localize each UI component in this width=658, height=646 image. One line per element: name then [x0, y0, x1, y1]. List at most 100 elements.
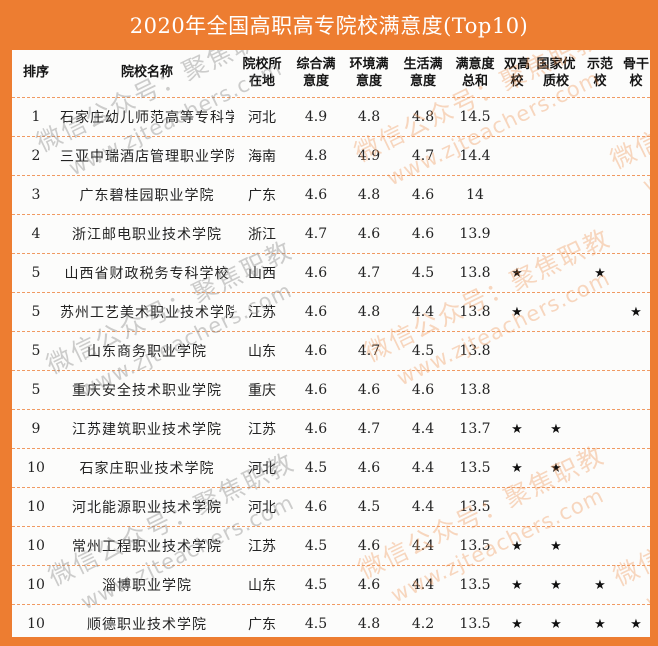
- cell-rank: 10: [27, 499, 45, 515]
- cell-province: 江苏: [248, 422, 276, 438]
- cell-total: 13.8: [459, 382, 491, 398]
- cell-province: 广东: [248, 188, 276, 204]
- column-header-life: 生活满 意度: [403, 56, 443, 89]
- cell-comprehensive: 4.6: [304, 265, 328, 281]
- cell-life: 4.7: [411, 148, 435, 164]
- cell-province: 重庆: [248, 383, 276, 399]
- cell-rank: 5: [31, 265, 41, 281]
- cell-comprehensive: 4.5: [304, 460, 328, 476]
- cell-rank: 10: [27, 538, 45, 554]
- cell-environment: 4.8: [357, 304, 381, 320]
- column-header-province: 院校所 在地: [242, 56, 282, 89]
- cell-environment: 4.9: [357, 148, 381, 164]
- cell-total: 13.5: [459, 577, 491, 593]
- cell-environment: 4.6: [357, 460, 381, 476]
- cell-province: 浙江: [248, 227, 276, 243]
- table-row: 10 河北能源职业技术学院 河北 4.6 4.5 4.4 13.5: [12, 487, 650, 526]
- table-row: 5 重庆安全技术职业学院 重庆 4.6 4.6 4.6 13.8: [12, 370, 650, 409]
- table-row: 1 石家庄幼儿师范高等专科学校河北 4.9 4.8 4.8 14.5: [12, 97, 650, 136]
- cell-life: 4.8: [411, 109, 435, 125]
- cell-life: 4.4: [411, 460, 435, 476]
- cell-environment: 4.7: [357, 421, 381, 437]
- cell-name: 山西省财政税务专科学校: [64, 266, 230, 282]
- column-header-environment: 环境满 意度: [349, 56, 389, 89]
- column-header-name: 院校名称: [120, 65, 173, 81]
- cell-province: 海南: [248, 149, 276, 165]
- star-icon: ★: [594, 616, 606, 632]
- cell-province: 江苏: [248, 539, 276, 555]
- cell-life: 4.4: [411, 499, 435, 515]
- cell-comprehensive: 4.6: [304, 343, 328, 359]
- star-icon: ★: [511, 265, 523, 281]
- cell-total: 13.5: [459, 538, 491, 554]
- cell-environment: 4.6: [357, 226, 381, 242]
- cell-comprehensive: 4.6: [304, 382, 328, 398]
- cell-rank: 1: [31, 109, 41, 125]
- cell-name: 河北能源职业技术学院: [72, 500, 222, 516]
- table-row: 9 江苏建筑职业技术学院 江苏 4.6 4.7 4.4 13.7 ★ ★: [12, 409, 650, 448]
- cell-name: 山东商务职业学院: [87, 344, 207, 360]
- star-icon: ★: [550, 577, 562, 593]
- cell-comprehensive: 4.6: [304, 421, 328, 437]
- cell-rank: 10: [27, 616, 45, 632]
- column-header-backbone: 骨干校: [622, 56, 649, 89]
- cell-rank: 5: [31, 382, 41, 398]
- column-header-total: 满意度 总和: [455, 56, 495, 89]
- cell-environment: 4.8: [357, 187, 381, 203]
- column-header-double_high: 双高校: [503, 56, 530, 89]
- cell-life: 4.5: [411, 343, 435, 359]
- cell-environment: 4.7: [357, 343, 381, 359]
- cell-name: 淄博职业学院: [102, 578, 192, 594]
- star-icon: ★: [630, 616, 642, 632]
- cell-environment: 4.8: [357, 616, 381, 632]
- cell-life: 4.6: [411, 187, 435, 203]
- cell-life: 4.4: [411, 304, 435, 320]
- cell-environment: 4.6: [357, 577, 381, 593]
- cell-province: 河北: [248, 500, 276, 516]
- star-icon: ★: [550, 460, 562, 476]
- star-icon: ★: [630, 304, 642, 320]
- cell-total: 13.5: [459, 499, 491, 515]
- cell-rank: 9: [31, 421, 41, 437]
- ranking-table-card: 排序 院校名称 院校所 在地 综合满 意度 环境满 意度 生活满 意度 满意度 总和 双高校国家优 质校示…: [12, 50, 650, 637]
- cell-total: 13.9: [459, 226, 491, 242]
- star-icon: ★: [511, 460, 523, 476]
- table-row: 10 淄博职业学院 山东 4.5 4.6 4.4 13.5 ★ ★ ★: [12, 565, 650, 604]
- cell-comprehensive: 4.5: [304, 577, 328, 593]
- star-icon: ★: [594, 577, 606, 593]
- cell-name: 三亚中瑞酒店管理职业学院: [60, 149, 234, 165]
- cell-total: 14.4: [459, 148, 491, 164]
- table-row: 10 石家庄职业技术学院 河北 4.5 4.6 4.4 13.5 ★ ★: [12, 448, 650, 487]
- cell-total: 13.7: [459, 421, 491, 437]
- cell-environment: 4.5: [357, 499, 381, 515]
- cell-name: 石家庄幼儿师范高等专科学校: [60, 110, 234, 126]
- cell-comprehensive: 4.9: [304, 109, 328, 125]
- star-icon: ★: [511, 538, 523, 554]
- cell-province: 山西: [248, 266, 276, 282]
- cell-province: 江苏: [248, 305, 276, 321]
- column-header-rank: 排序: [22, 65, 49, 81]
- cell-comprehensive: 4.5: [304, 616, 328, 632]
- column-header-model: 示范校: [586, 56, 613, 89]
- cell-life: 4.4: [411, 538, 435, 554]
- cell-environment: 4.6: [357, 538, 381, 554]
- star-icon: ★: [511, 304, 523, 320]
- cell-life: 4.6: [411, 382, 435, 398]
- cell-name: 常州工程职业技术学院: [72, 539, 222, 555]
- cell-total: 13.5: [459, 460, 491, 476]
- cell-total: 13.8: [459, 343, 491, 359]
- table-row: 5 山东商务职业学院 山东 4.6 4.7 4.5 13.8: [12, 331, 650, 370]
- cell-total: 13.8: [459, 304, 491, 320]
- table-row: 5 山西省财政税务专科学校 山西 4.6 4.7 4.5 13.8 ★ ★: [12, 253, 650, 292]
- star-icon: ★: [511, 577, 523, 593]
- cell-province: 山东: [248, 578, 276, 594]
- cell-name: 苏州工艺美术职业技术学院: [60, 305, 234, 321]
- cell-comprehensive: 4.7: [304, 226, 328, 242]
- cell-rank: 10: [27, 460, 45, 476]
- star-icon: ★: [550, 538, 562, 554]
- page-title: 2020年全国高职高专院校满意度(Top10): [129, 14, 529, 38]
- cell-rank: 2: [31, 148, 41, 164]
- table-row: 10 常州工程职业技术学院 江苏 4.5 4.6 4.4 13.5 ★ ★: [12, 526, 650, 565]
- cell-total: 13.5: [459, 616, 491, 632]
